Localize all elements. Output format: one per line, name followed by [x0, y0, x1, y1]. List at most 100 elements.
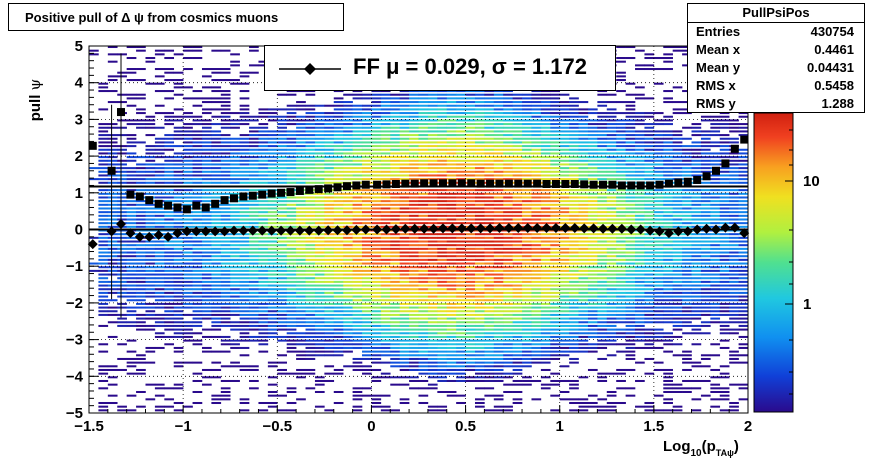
heatmap-cell	[474, 328, 485, 331]
heatmap-cell	[418, 277, 429, 280]
heatmap-cell	[126, 57, 137, 60]
heatmap-cell	[154, 262, 165, 265]
heatmap-cell	[540, 115, 551, 118]
heatmap-cell	[635, 291, 645, 294]
heatmap-cell	[606, 273, 617, 276]
heatmap-cell	[663, 390, 673, 393]
heatmap-cell	[183, 192, 193, 195]
heatmap-cell	[258, 324, 269, 327]
heatmap-cell	[578, 189, 589, 192]
heatmap-cell	[333, 332, 344, 335]
heatmap-cell	[258, 277, 269, 280]
heatmap-cell	[418, 211, 429, 214]
heatmap-cell	[343, 350, 353, 353]
heatmap-cell	[145, 156, 156, 159]
heatmap-cell	[98, 280, 109, 283]
heatmap-cell	[559, 262, 570, 265]
heatmap-cell	[333, 313, 344, 316]
heatmap-cell	[192, 273, 203, 276]
heatmap-cell	[559, 145, 570, 148]
heatmap-cell	[503, 240, 513, 243]
heatmap-cell	[512, 207, 523, 210]
heatmap-cell	[427, 123, 438, 126]
heatmap-cell	[286, 123, 297, 126]
heatmap-cell	[540, 299, 551, 302]
heatmap-cell	[559, 328, 570, 331]
heatmap-cell	[314, 310, 325, 313]
heatmap-cell	[427, 244, 438, 247]
heatmap-cell	[267, 159, 278, 162]
heatmap-cell	[503, 93, 513, 96]
heatmap-cell	[343, 280, 353, 283]
heatmap-cell	[456, 214, 466, 217]
heatmap-cell	[465, 156, 476, 159]
heatmap-cell	[249, 211, 259, 214]
heatmap-cell	[625, 247, 636, 250]
heatmap-cell	[644, 163, 655, 166]
heatmap-cell	[286, 302, 297, 305]
heatmap-cell	[211, 269, 222, 272]
heatmap-cell	[154, 240, 165, 243]
heatmap-cell	[277, 251, 287, 254]
heatmap-cell	[380, 247, 391, 250]
heatmap-cell	[644, 299, 655, 302]
heatmap-cell	[239, 284, 250, 287]
heatmap-cell	[682, 167, 692, 170]
heatmap-cell	[616, 244, 626, 247]
heatmap-cell	[249, 152, 259, 155]
heatmap-cell	[98, 310, 109, 313]
heatmap-cell	[587, 255, 598, 258]
heatmap-cell	[371, 310, 382, 313]
heatmap-cell	[333, 152, 344, 155]
heatmap-cell	[136, 49, 146, 52]
heatmap-cell	[644, 196, 655, 199]
heatmap-cell	[333, 101, 344, 104]
heatmap-cell	[672, 306, 683, 309]
heatmap-cell	[427, 90, 438, 93]
heatmap-cell	[409, 310, 419, 313]
heatmap-cell	[700, 222, 711, 225]
heatmap-cell	[173, 115, 184, 118]
heatmap-cell	[418, 214, 429, 217]
heatmap-cell	[173, 401, 184, 405]
heatmap-cell	[446, 251, 457, 254]
heatmap-cell	[380, 159, 391, 162]
heatmap-cell	[136, 288, 146, 291]
heatmap-cell	[211, 306, 222, 309]
heatmap-cell	[267, 376, 278, 379]
heatmap-cell	[437, 302, 448, 305]
heatmap-cell	[277, 321, 287, 324]
heatmap-cell	[380, 112, 391, 115]
heatmap-cell	[183, 236, 193, 239]
heatmap-cell	[258, 214, 269, 217]
heatmap-cell	[173, 361, 184, 364]
heatmap-cell	[201, 181, 212, 184]
heatmap-cell	[220, 240, 231, 243]
heatmap-cell	[314, 152, 325, 155]
heatmap-cell	[569, 346, 579, 349]
heatmap-cell	[239, 123, 250, 126]
heatmap-cell	[672, 200, 683, 203]
heatmap-cell	[484, 354, 495, 357]
heatmap-cell	[540, 141, 551, 144]
heatmap-cell	[606, 390, 617, 393]
heatmap-cell	[371, 302, 382, 305]
heatmap-cell	[399, 306, 410, 309]
heatmap-cell	[107, 189, 118, 192]
heatmap-cell	[531, 189, 542, 192]
heatmap-cell	[136, 295, 146, 298]
heatmap-cell	[258, 339, 269, 342]
heatmap-cell	[663, 244, 673, 247]
heatmap-cell	[456, 299, 466, 302]
heatmap-cell	[239, 306, 250, 309]
heatmap-cell	[625, 126, 636, 129]
heatmap-cell	[154, 317, 165, 320]
heatmap-cell	[239, 346, 250, 349]
heatmap-cell	[691, 170, 702, 173]
heatmap-cell	[559, 159, 570, 162]
heatmap-cell	[286, 108, 297, 111]
heatmap-cell	[145, 346, 156, 349]
heatmap-cell	[239, 258, 250, 261]
heatmap-cell	[484, 350, 495, 353]
heatmap-cell	[371, 277, 382, 280]
